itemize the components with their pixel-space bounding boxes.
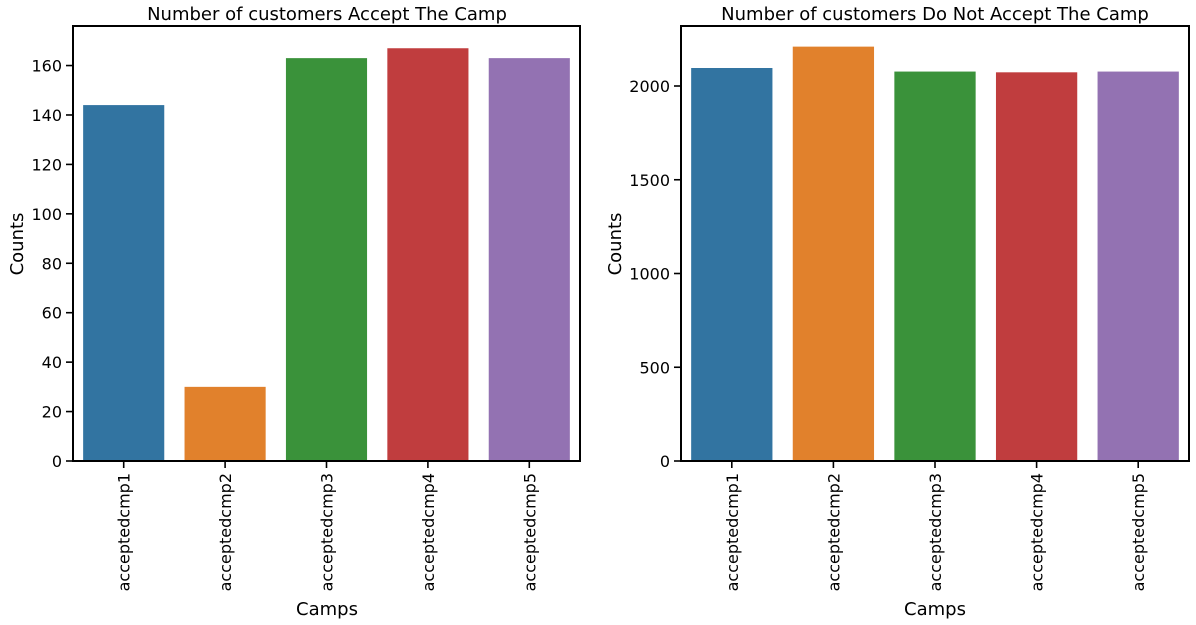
y-tick-label: 160 [31, 57, 62, 76]
x-axis-ticks: acceptedcmp1 acceptedcmp2 acceptedcmp3 acce… [115, 461, 539, 591]
x-axis-label: Camps [296, 599, 358, 620]
bar-acceptedcmp5 [1097, 71, 1179, 461]
chart-do-not-accept: Number of customers Do Not Accept The Ca… [605, 4, 1190, 620]
x-tick-label: acceptedcmp2 [216, 473, 235, 591]
x-tick-label: acceptedcmp2 [824, 473, 843, 591]
chart-accept: Number of customers Accept The Camp 0 20 4… [7, 4, 581, 620]
y-tick-label: 1000 [629, 265, 670, 284]
bars [691, 46, 1179, 461]
x-tick-label: acceptedcmp1 [115, 473, 134, 591]
plot-frame [72, 25, 581, 462]
bar-acceptedcmp3 [894, 71, 976, 461]
y-tick-label: 120 [31, 155, 62, 174]
bar-acceptedcmp1 [83, 105, 165, 461]
chart-title: Number of customers Accept The Camp [147, 4, 507, 25]
x-axis-ticks: acceptedcmp1 acceptedcmp2 acceptedcmp3 acce… [723, 461, 1148, 591]
y-tick-label: 140 [31, 106, 62, 125]
x-tick-label: acceptedcmp1 [723, 473, 742, 591]
y-tick-label: 80 [42, 254, 62, 273]
bar-acceptedcmp1 [691, 68, 773, 461]
y-axis-ticks: 0 20 40 60 80 100 120 140 160 [31, 57, 73, 471]
y-tick-label: 0 [660, 452, 670, 471]
bar-acceptedcmp4 [995, 72, 1078, 461]
y-tick-label: 1500 [629, 171, 670, 190]
bar-acceptedcmp2 [792, 46, 875, 461]
x-tick-label: acceptedcmp3 [318, 473, 337, 591]
y-tick-label: 60 [42, 304, 62, 323]
y-tick-label: 100 [31, 205, 62, 224]
y-axis-ticks: 0 500 1000 1500 2000 [629, 77, 681, 471]
x-tick-label: acceptedcmp4 [419, 473, 438, 591]
x-axis-label: Camps [904, 599, 966, 620]
x-tick-label: acceptedcmp5 [1129, 473, 1148, 591]
chart-title: Number of customers Do Not Accept The Ca… [721, 4, 1149, 25]
bar-acceptedcmp4 [387, 48, 469, 461]
x-tick-label: acceptedcmp3 [926, 473, 945, 591]
bars [83, 48, 570, 462]
bar-acceptedcmp2 [184, 386, 266, 461]
bar-acceptedcmp5 [488, 58, 570, 462]
y-tick-label: 40 [42, 353, 62, 372]
y-tick-label: 2000 [629, 77, 670, 96]
y-tick-label: 500 [639, 358, 670, 377]
y-axis-label: Counts [605, 213, 626, 276]
x-tick-label: acceptedcmp5 [520, 473, 539, 591]
bar-acceptedcmp3 [285, 58, 368, 462]
plot-frame [680, 25, 1190, 462]
y-tick-label: 20 [42, 403, 62, 422]
y-tick-label: 0 [52, 452, 62, 471]
y-axis-label: Counts [7, 213, 28, 276]
x-tick-label: acceptedcmp4 [1028, 473, 1047, 591]
